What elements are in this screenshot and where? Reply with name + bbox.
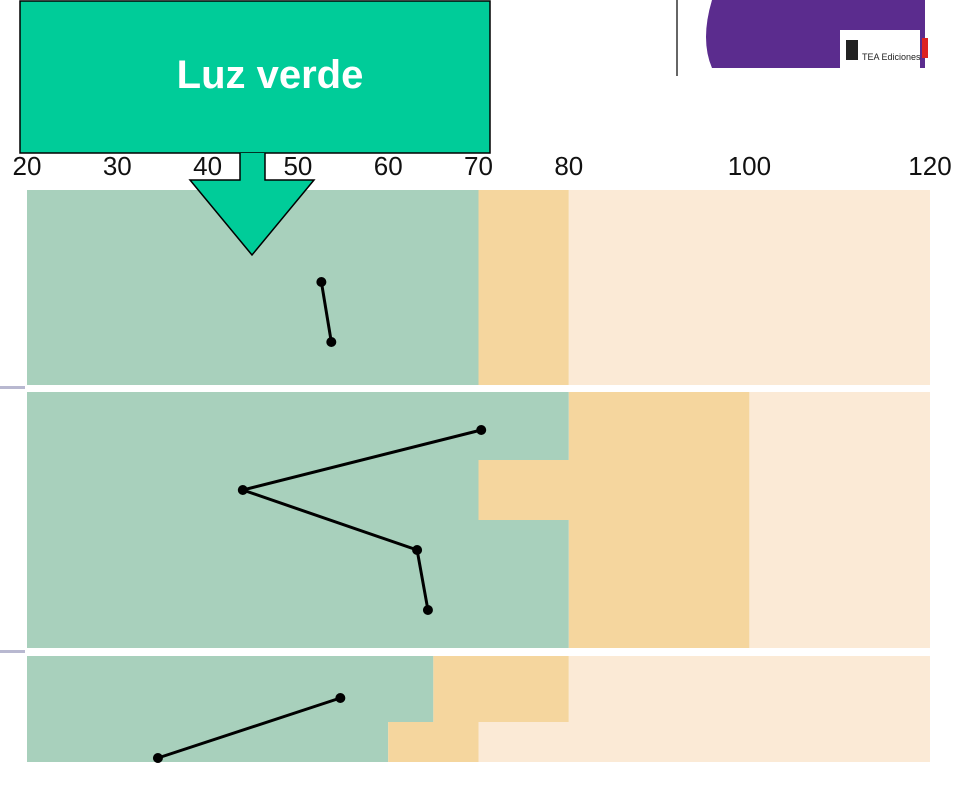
- x-tick-label: 60: [374, 151, 403, 181]
- trend-line: [319, 281, 333, 343]
- callout: Luz verde: [19, 0, 491, 257]
- point: [476, 425, 487, 435]
- zone-light: [568, 656, 930, 722]
- logo-figure: [922, 38, 928, 58]
- point: [326, 337, 337, 347]
- x-tick-label: 120: [908, 151, 951, 181]
- trend-line: [237, 428, 482, 611]
- x-tick-label: 80: [554, 151, 583, 181]
- zone-amber: [568, 392, 750, 460]
- x-tick-label: 40: [193, 151, 222, 181]
- zone-light: [749, 520, 930, 648]
- zone-light: [568, 190, 930, 385]
- trend-line: [157, 696, 341, 760]
- x-tick-label: 100: [728, 151, 771, 181]
- zone-green: [27, 520, 569, 648]
- logo-icon: [846, 40, 858, 60]
- zone-light: [749, 460, 930, 520]
- point: [316, 277, 327, 287]
- x-tick-label: 20: [13, 151, 42, 181]
- zone-amber: [433, 656, 569, 722]
- zone-green: [27, 392, 569, 460]
- zone-light: [749, 392, 930, 460]
- point: [335, 693, 346, 703]
- callout-arrow: [188, 153, 316, 257]
- zone-amber: [568, 520, 750, 648]
- zone-light: [478, 722, 930, 762]
- zone-amber: [478, 190, 569, 385]
- x-tick-label: 30: [103, 151, 132, 181]
- callout-box: [19, 0, 491, 154]
- side-mark: [0, 650, 25, 653]
- zone-green: [27, 656, 434, 722]
- point: [237, 485, 248, 495]
- callout-text: Luz verde: [177, 53, 364, 97]
- x-tick-label: 50: [283, 151, 312, 181]
- zone-green: [27, 460, 479, 520]
- point: [152, 753, 163, 763]
- zone-amber: [478, 460, 750, 520]
- logo: TEA Ediciones: [706, 0, 928, 68]
- point: [422, 605, 433, 615]
- plot: 20 30 40 50 60 70 80 100 120: [13, 151, 952, 763]
- logo-text: TEA Ediciones: [862, 52, 921, 62]
- zone-amber: [388, 722, 479, 762]
- side-mark: [0, 386, 25, 389]
- x-tick-label: 70: [464, 151, 493, 181]
- point: [412, 545, 423, 555]
